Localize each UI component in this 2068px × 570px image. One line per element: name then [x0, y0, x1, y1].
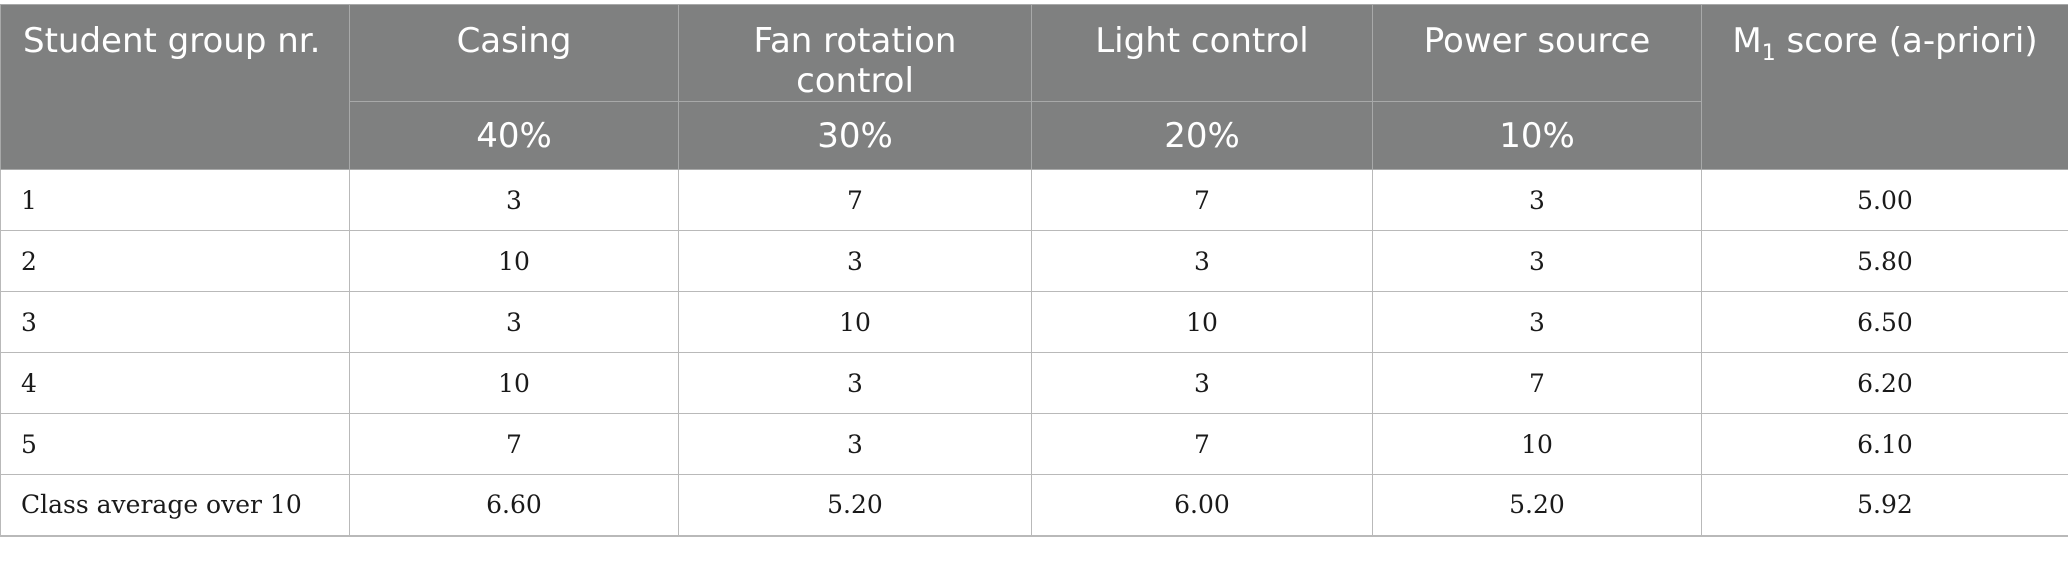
- cell-group: 2: [0, 230, 350, 292]
- header-light-control: Light control: [1031, 4, 1373, 102]
- weight-row: 40% 30% 20% 10%: [1, 101, 2068, 170]
- results-table-container: Student group nr. Casing Fan rotation co…: [0, 4, 2068, 537]
- header-m1-score: M1 score (a-priori): [1701, 4, 2068, 170]
- header-m1-score-rest: score (a-priori): [1775, 21, 2038, 61]
- cell-casing: 3: [349, 291, 679, 353]
- cell-fan: 3: [678, 352, 1032, 414]
- table-row: 5 7 3 7 10 6.10: [0, 413, 2068, 475]
- header-m1-score-subscript: 1: [1761, 40, 1776, 66]
- cell-fan: 3: [678, 413, 1032, 475]
- cell-light: 6.00: [1031, 474, 1373, 537]
- cell-score: 6.10: [1701, 413, 2068, 475]
- cell-fan: 3: [678, 230, 1032, 292]
- cell-light: 7: [1031, 413, 1373, 475]
- cell-casing: 3: [349, 169, 679, 231]
- table-row: 1 3 7 7 3 5.00: [0, 169, 2068, 231]
- cell-light: 3: [1031, 352, 1373, 414]
- cell-fan: 10: [678, 291, 1032, 353]
- weight-power-source: 10%: [1372, 101, 1702, 170]
- cell-fan: 7: [678, 169, 1032, 231]
- cell-power: 3: [1372, 291, 1702, 353]
- table-body: 1 3 7 7 3 5.00 2 10 3 3 3 5.80 3 3 10 10…: [0, 169, 2068, 537]
- cell-group: 4: [0, 352, 350, 414]
- cell-casing: 7: [349, 413, 679, 475]
- cell-score: 6.50: [1701, 291, 2068, 353]
- cell-group: 3: [0, 291, 350, 353]
- weight-casing: 40%: [349, 101, 679, 170]
- header-row: Student group nr. Casing Fan rotation co…: [0, 4, 2068, 170]
- cell-casing: 10: [349, 230, 679, 292]
- cell-light: 3: [1031, 230, 1373, 292]
- header-power-source: Power source: [1372, 4, 1702, 102]
- table-row: 4 10 3 3 7 6.20: [0, 352, 2068, 414]
- cell-group: 1: [0, 169, 350, 231]
- table-row-class-average: Class average over 10 6.60 5.20 6.00 5.2…: [0, 474, 2068, 537]
- cell-score: 5.80: [1701, 230, 2068, 292]
- header-m1-score-main: M: [1732, 21, 1762, 61]
- table-row: 3 3 10 10 3 6.50: [0, 291, 2068, 353]
- cell-fan: 5.20: [678, 474, 1032, 537]
- table-header: Student group nr. Casing Fan rotation co…: [0, 4, 2068, 170]
- cell-casing: 6.60: [349, 474, 679, 537]
- cell-score: 6.20: [1701, 352, 2068, 414]
- results-table: Student group nr. Casing Fan rotation co…: [0, 4, 2068, 537]
- cell-group: Class average over 10: [0, 474, 350, 537]
- cell-score: 5.00: [1701, 169, 2068, 231]
- cell-power: 3: [1372, 169, 1702, 231]
- cell-score: 5.92: [1701, 474, 2068, 537]
- weight-fan-rotation-control: 30%: [678, 101, 1032, 170]
- cell-group: 5: [0, 413, 350, 475]
- header-fan-rotation-control: Fan rotation control: [678, 4, 1032, 102]
- cell-power: 5.20: [1372, 474, 1702, 537]
- cell-power: 7: [1372, 352, 1702, 414]
- cell-power: 3: [1372, 230, 1702, 292]
- weight-light-control: 20%: [1031, 101, 1373, 170]
- header-student-group: Student group nr.: [0, 4, 350, 170]
- cell-light: 10: [1031, 291, 1373, 353]
- cell-power: 10: [1372, 413, 1702, 475]
- header-casing: Casing: [349, 4, 679, 102]
- cell-light: 7: [1031, 169, 1373, 231]
- table-row: 2 10 3 3 3 5.80: [0, 230, 2068, 292]
- cell-casing: 10: [349, 352, 679, 414]
